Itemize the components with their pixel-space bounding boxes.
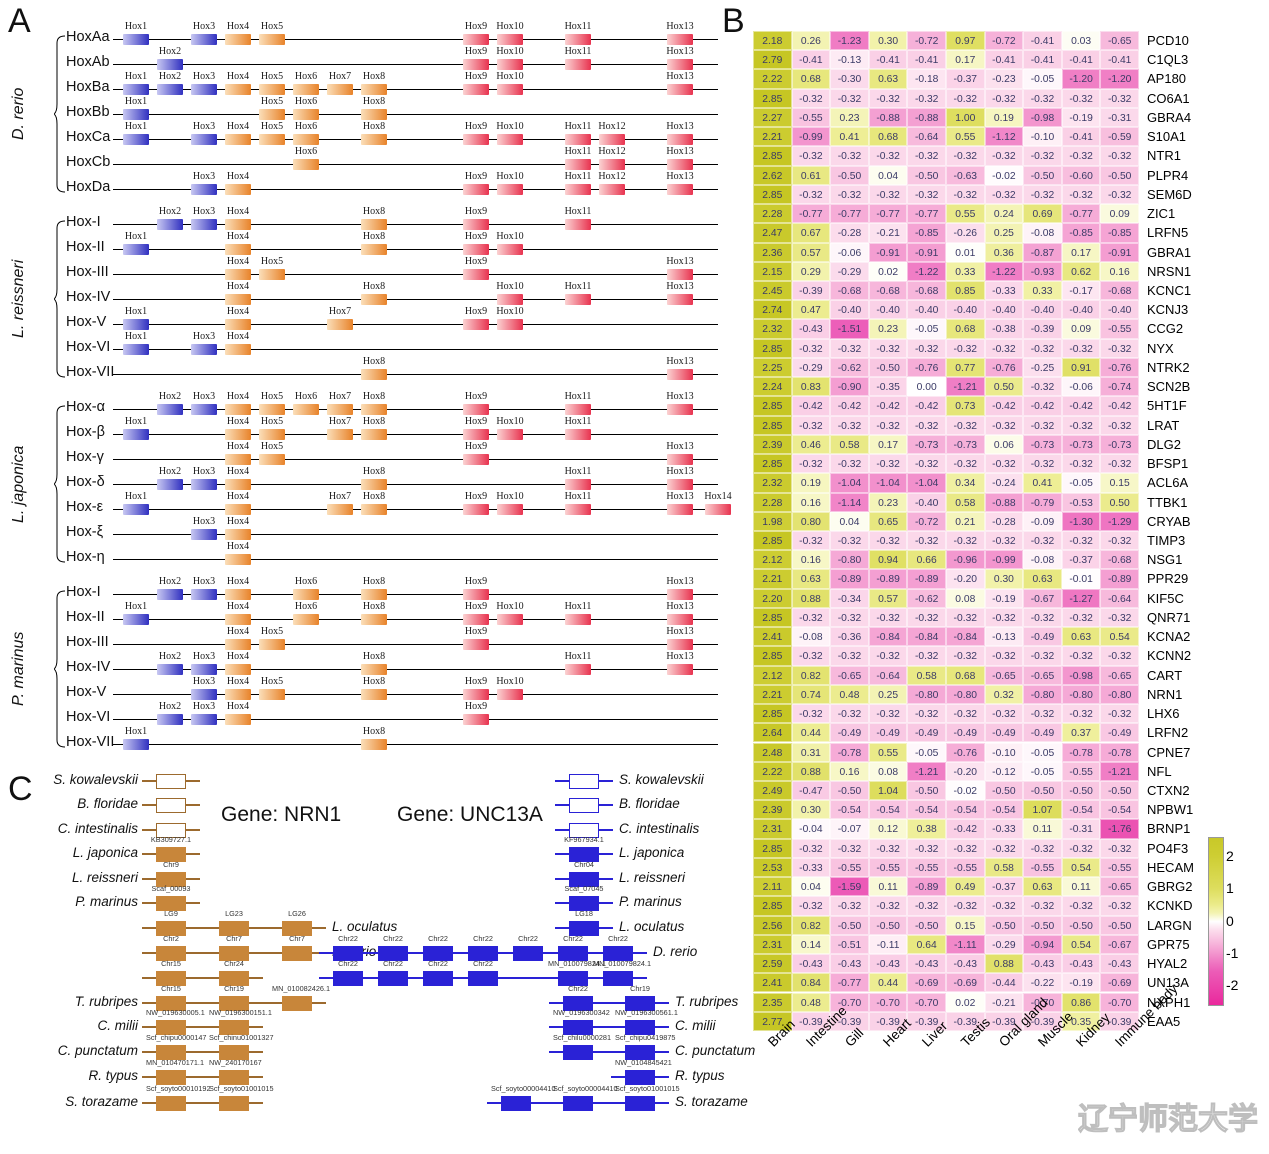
svg-text:辽宁师范大学: 辽宁师范大学 (1078, 1102, 1258, 1136)
